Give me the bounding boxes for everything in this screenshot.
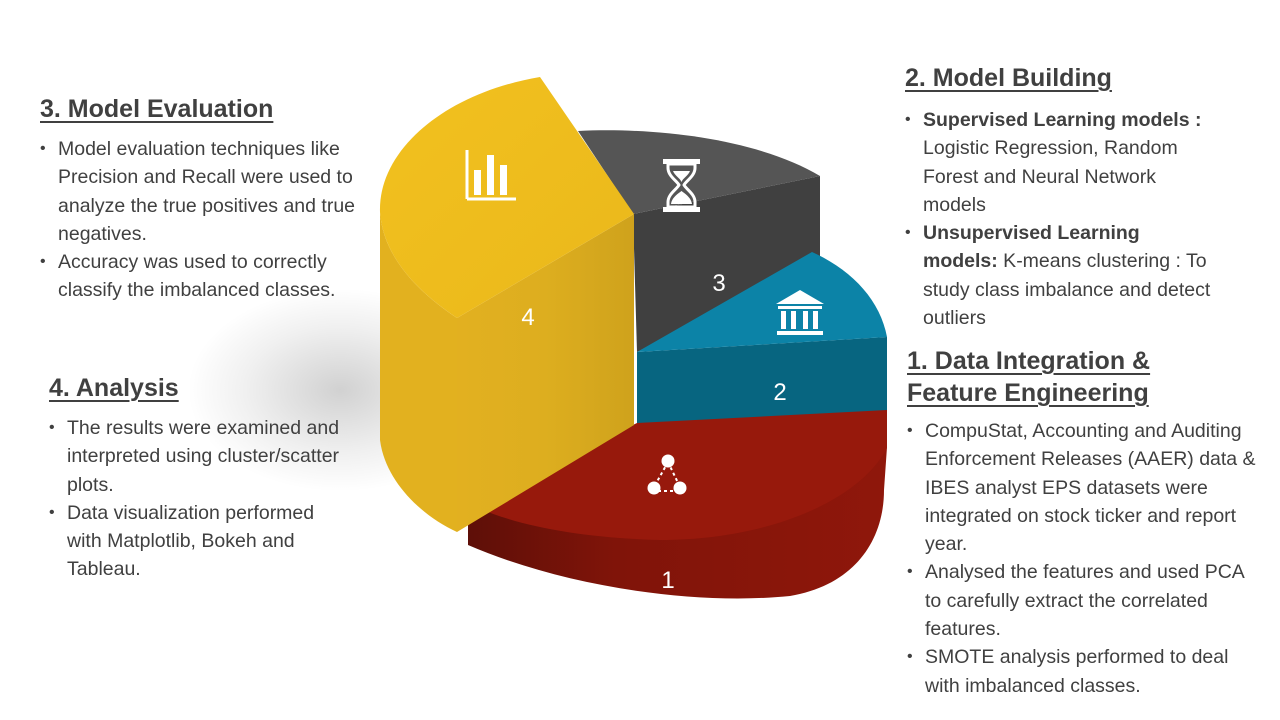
model-evaluation-list: Model evaluation techniques like Precisi… — [40, 135, 360, 305]
unsupervised-label: Unsupervised Learning models: — [923, 222, 1140, 273]
data-integration-section: 1. Data Integration & Feature Engineerin… — [907, 345, 1257, 700]
slice-3-number: 3 — [712, 270, 725, 297]
network-nodes-icon — [647, 454, 687, 495]
bar-chart-icon — [465, 150, 516, 201]
list-item: SMOTE analysis performed to deal with im… — [907, 643, 1257, 700]
data-integration-heading-line2: Feature Engineering — [907, 379, 1149, 407]
list-item: Analysed the features and used PCA to ca… — [907, 558, 1257, 643]
model-evaluation-heading: 3. Model Evaluation — [40, 95, 274, 123]
slice-1-number: 1 — [661, 567, 674, 594]
analysis-heading: 4. Analysis — [49, 374, 179, 402]
list-item: Unsupervised Learning models: K-means cl… — [905, 219, 1215, 332]
list-item: Data visualization performed with Matplo… — [49, 499, 349, 584]
model-building-list: Supervised Learning models : Logistic Re… — [905, 106, 1215, 332]
slice-4-number: 4 — [521, 304, 534, 331]
data-integration-heading-line1: 1. Data Integration & — [907, 347, 1151, 375]
list-item: CompuStat, Accounting and Auditing Enfor… — [907, 417, 1257, 558]
slice-1[interactable] — [468, 410, 887, 599]
slice-2-top — [637, 252, 887, 352]
data-integration-list: CompuStat, Accounting and Auditing Enfor… — [907, 417, 1257, 700]
slice-4-front-wall — [457, 214, 634, 532]
institution-icon — [776, 290, 824, 335]
slice-1-top — [468, 410, 887, 540]
supervised-label: Supervised Learning models : — [923, 109, 1202, 131]
slice-4-left-wall — [380, 212, 457, 532]
list-item: Supervised Learning models : Logistic Re… — [905, 106, 1215, 219]
hourglass-icon — [663, 159, 700, 212]
slice-3-side — [633, 176, 820, 352]
model-evaluation-section: 3. Model Evaluation Model evaluation tec… — [40, 93, 360, 305]
analysis-section: 4. Analysis The results were examined an… — [49, 372, 349, 584]
unsupervised-text: K-means clustering : To study class imba… — [923, 250, 1211, 330]
supervised-text: Logistic Regression, Random Forest and N… — [923, 137, 1178, 216]
list-item: Accuracy was used to correctly classify … — [40, 248, 360, 305]
slice-2-number: 2 — [773, 379, 786, 406]
model-building-heading: 2. Model Building — [905, 64, 1112, 92]
slice-3[interactable] — [578, 130, 820, 352]
slice-4[interactable] — [379, 77, 634, 532]
analysis-list: The results were examined and interprete… — [49, 414, 349, 584]
model-building-section: 2. Model Building Supervised Learning mo… — [905, 62, 1215, 332]
list-item: The results were examined and interprete… — [49, 414, 349, 499]
slice-3-top — [578, 130, 820, 214]
list-item: Model evaluation techniques like Precisi… — [40, 135, 360, 248]
